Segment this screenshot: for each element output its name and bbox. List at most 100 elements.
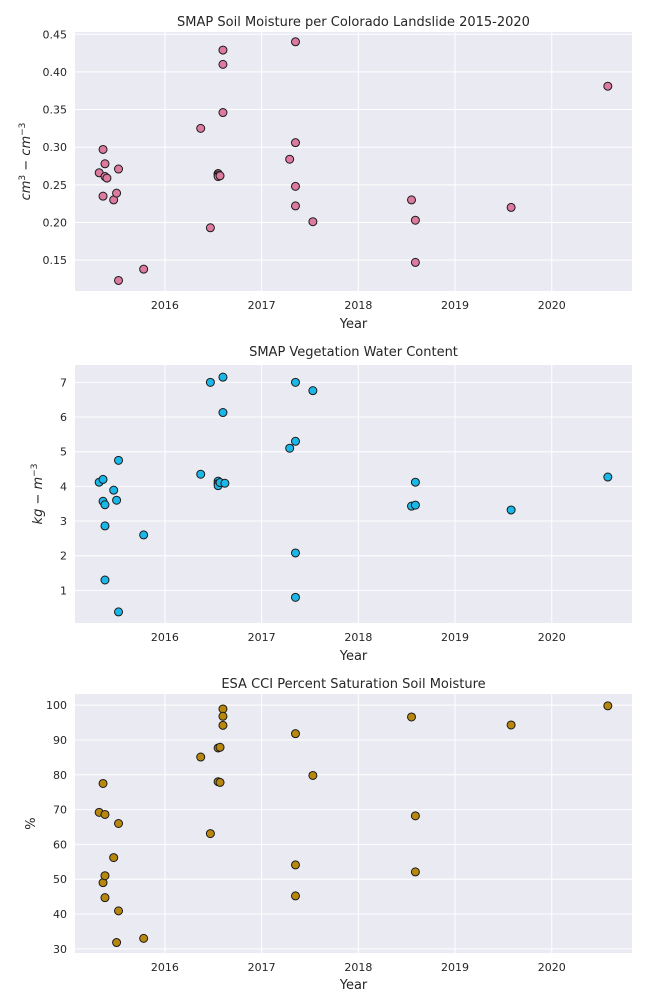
data-point [308, 217, 318, 227]
plot-area [75, 32, 632, 291]
data-point [112, 188, 122, 198]
y-tick-label: 4 [60, 480, 67, 493]
y-axis-label-superscript: −3 [30, 464, 40, 477]
y-tick-label: 30 [53, 943, 67, 956]
data-point [196, 752, 206, 762]
y-tick-label: 0.25 [43, 179, 68, 192]
data-point [290, 37, 300, 47]
y-axis-label-superscript: −3 [18, 123, 28, 136]
x-tick-label: 2019 [441, 631, 469, 644]
y-tick-label: 70 [53, 804, 67, 817]
data-point [220, 478, 230, 488]
data-point [102, 173, 112, 183]
x-tick-label: 2020 [538, 961, 566, 974]
data-point [218, 45, 228, 55]
x-tick-label: 2016 [151, 631, 179, 644]
data-point [205, 377, 215, 387]
data-point [114, 275, 124, 285]
data-point [100, 575, 110, 585]
data-point [109, 853, 119, 863]
data-point [290, 592, 300, 602]
data-point [139, 933, 149, 943]
y-axis-label-part: − cm [19, 136, 34, 175]
x-tick-label: 2016 [151, 299, 179, 312]
data-point [100, 893, 110, 903]
y-axis-label: % [24, 817, 39, 829]
data-point [603, 81, 613, 91]
data-point [218, 408, 228, 418]
x-tick-label: 2017 [248, 961, 276, 974]
data-point [290, 729, 300, 739]
data-point [100, 159, 110, 169]
data-point [290, 548, 300, 558]
data-point [218, 704, 228, 714]
data-point [506, 720, 516, 730]
chart-panel-3: 2016 2017 2018 2019 2020 30 40 50 60 70 80 90 100 ESA… [24, 677, 632, 993]
x-tick-label: 2017 [248, 631, 276, 644]
data-point [100, 809, 110, 819]
data-point [112, 938, 122, 948]
y-tick-label: 60 [53, 838, 67, 851]
data-point [114, 906, 124, 916]
data-point [290, 201, 300, 211]
x-tick-label: 2018 [344, 299, 372, 312]
data-point [603, 472, 613, 482]
data-point [410, 500, 420, 510]
y-axis-label-superscript: 3 [18, 175, 28, 181]
data-point [410, 257, 420, 267]
data-point [290, 860, 300, 870]
data-point [218, 59, 228, 69]
data-point [100, 500, 110, 510]
data-point [407, 195, 417, 205]
x-tick-label: 2017 [248, 299, 276, 312]
x-tick-label: 2020 [538, 299, 566, 312]
data-point [218, 720, 228, 730]
data-point [98, 191, 108, 201]
y-axis-label: cm3 − cm−3 [18, 123, 34, 201]
data-point [290, 377, 300, 387]
data-point [290, 138, 300, 148]
data-point [215, 742, 225, 752]
chart-title: SMAP Soil Moisture per Colorado Landslid… [177, 15, 530, 30]
data-point [196, 469, 206, 479]
y-tick-label: 80 [53, 769, 67, 782]
y-tick-label: 0.45 [43, 28, 68, 41]
data-point [205, 829, 215, 839]
y-axis-label-part: cm [19, 181, 34, 201]
chart-title: ESA CCI Percent Saturation Soil Moisture [221, 677, 485, 692]
y-tick-label: 0.40 [43, 66, 68, 79]
y-axis-label-part: % [24, 817, 39, 829]
data-point [205, 223, 215, 233]
data-point [218, 711, 228, 721]
data-point [506, 505, 516, 515]
y-tick-label: 5 [60, 446, 67, 459]
y-tick-label: 7 [60, 376, 67, 389]
y-tick-label: 0.15 [43, 254, 68, 267]
data-point [215, 777, 225, 787]
y-axis-label: kg − m−3 [30, 464, 46, 525]
data-point [114, 164, 124, 174]
data-point [407, 712, 417, 722]
data-point [218, 108, 228, 118]
y-tick-label: 1 [60, 584, 67, 597]
y-tick-label: 3 [60, 515, 67, 528]
x-tick-label: 2016 [151, 961, 179, 974]
x-tick-label: 2018 [344, 961, 372, 974]
y-tick-label: 100 [46, 699, 67, 712]
y-axis-label-part: kg − m [31, 477, 46, 525]
data-point [112, 495, 122, 505]
data-point [290, 891, 300, 901]
chart-title: SMAP Vegetation Water Content [249, 345, 458, 360]
y-tick-label: 40 [53, 908, 67, 921]
data-point [215, 171, 225, 181]
x-tick-label: 2019 [441, 299, 469, 312]
x-axis-label: Year [339, 317, 368, 332]
x-axis-label: Year [339, 649, 368, 664]
y-tick-label: 0.20 [43, 216, 68, 229]
x-tick-label: 2020 [538, 631, 566, 644]
data-point [139, 530, 149, 540]
x-axis-label: Year [339, 978, 368, 993]
y-tick-label: 50 [53, 873, 67, 886]
y-tick-label: 0.35 [43, 104, 68, 117]
